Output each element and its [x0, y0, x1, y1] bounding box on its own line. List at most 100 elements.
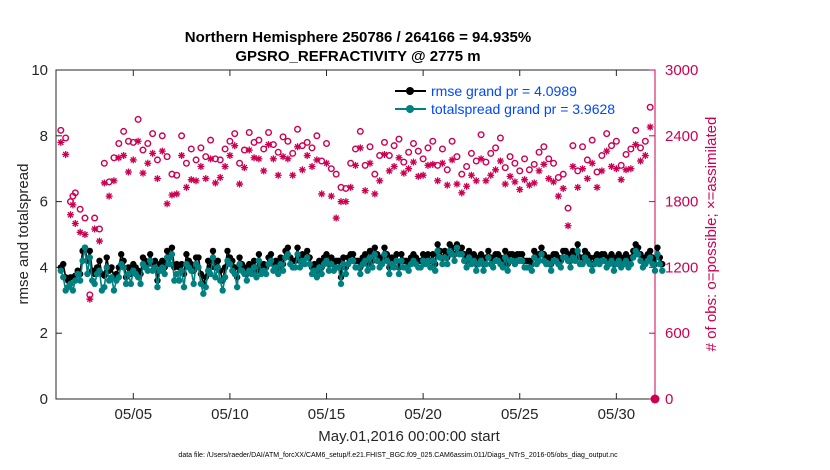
- rmse-point: [465, 247, 473, 255]
- spread-point: [615, 257, 622, 265]
- spread-point: [589, 267, 596, 274]
- obs-possible-point: [81, 214, 89, 222]
- rmse-point: [168, 244, 176, 251]
- obs-assimilated-point: [105, 192, 113, 200]
- x-tick-label: 05/25: [501, 406, 539, 423]
- obs-assimilated-point: [448, 156, 456, 164]
- obs-assimilated-point: [356, 144, 364, 152]
- obs-possible-point: [424, 144, 432, 152]
- rmse-point: [96, 257, 103, 265]
- obs-possible-point: [458, 170, 466, 178]
- obs-possible-point: [385, 152, 393, 160]
- spread-point: [465, 254, 473, 261]
- spread-point: [489, 264, 497, 271]
- y2-zero-dot: [650, 394, 660, 404]
- spread-point: [424, 257, 432, 265]
- obs-possible-point: [221, 145, 229, 153]
- obs-assimilated-point: [62, 150, 70, 158]
- legend: rmse grand pr = 4.0989 totalspread grand…: [395, 83, 615, 117]
- obs-possible-point: [511, 159, 519, 167]
- obs-assimilated-point: [405, 165, 413, 173]
- spread-point: [241, 270, 248, 278]
- spread-point: [448, 251, 456, 258]
- obs-possible-point: [617, 161, 625, 169]
- obs-possible-point: [400, 158, 408, 166]
- spread-point: [439, 260, 446, 268]
- obs-possible-point: [255, 136, 263, 144]
- obs-assimilated-point: [579, 165, 587, 173]
- spread-point: [610, 267, 618, 274]
- rmse-point: [393, 251, 400, 258]
- obs-assimilated-point: [554, 192, 562, 200]
- obs-assimilated-point: [202, 175, 210, 183]
- spread-point: [622, 257, 630, 265]
- obs-assimilated-point: [496, 157, 504, 165]
- rmse-point: [654, 244, 661, 251]
- obs-assimilated-point: [550, 178, 558, 186]
- obs-assimilated-point: [521, 176, 529, 184]
- series-lines: [57, 241, 666, 297]
- obs-possible-point: [380, 138, 388, 146]
- rmse-point: [224, 247, 231, 255]
- spread-point: [374, 257, 381, 265]
- obs-possible-point: [274, 148, 282, 156]
- spread-point: [504, 267, 511, 274]
- spread-point: [369, 264, 376, 271]
- spread-point: [200, 290, 207, 297]
- spread-point: [364, 267, 371, 274]
- spread-point: [197, 280, 205, 288]
- spread-point: [284, 251, 292, 258]
- obs-assimilated-point: [366, 159, 374, 167]
- obs-possible-point: [463, 163, 471, 171]
- obs-assimilated-point: [434, 177, 442, 185]
- spread-point: [175, 277, 183, 284]
- spread-point: [163, 254, 171, 261]
- axis-ticks: [56, 69, 656, 400]
- y-tick-label: 0: [40, 391, 48, 408]
- spread-point: [253, 274, 260, 281]
- obs-possible-point: [134, 115, 142, 123]
- obs-possible-point: [245, 129, 253, 137]
- obs-possible-point: [530, 160, 538, 168]
- x-tick-label: 05/10: [211, 406, 249, 423]
- y-axis-label: rmse and totalspread: [15, 164, 32, 305]
- obs-possible-point: [405, 148, 413, 156]
- obs-assimilated-point: [598, 167, 606, 175]
- obs-assimilated-point: [409, 158, 417, 166]
- spread-point: [166, 260, 173, 268]
- spread-point: [69, 287, 77, 294]
- obs-possible-point: [371, 170, 379, 178]
- rmse-point: [316, 257, 323, 265]
- obs-assimilated-point: [313, 156, 321, 164]
- obs-assimilated-point: [603, 147, 611, 155]
- spread-point: [434, 247, 441, 255]
- x-tick-label: 05/15: [308, 406, 346, 423]
- obs-possible-point: [139, 146, 147, 154]
- spread-point: [637, 257, 644, 265]
- obs-possible-point: [182, 159, 190, 167]
- rmse-point: [328, 254, 335, 261]
- obs-possible-point: [197, 144, 205, 152]
- spread-point: [477, 257, 485, 265]
- spread-point: [366, 254, 374, 261]
- spread-point: [337, 280, 345, 288]
- spread-point: [243, 277, 251, 284]
- spread-point: [427, 264, 434, 271]
- obs-assimilated-point: [429, 160, 437, 168]
- obs-assimilated-point: [240, 164, 248, 172]
- obs-assimilated-point: [380, 150, 388, 158]
- obs-assimilated-point: [274, 171, 282, 179]
- obs-assimilated-point: [250, 154, 258, 162]
- spread-point: [482, 260, 490, 268]
- obs-assimilated-point: [115, 154, 123, 162]
- y-tick-label: 4: [40, 259, 48, 276]
- obs-assimilated-point: [622, 166, 630, 174]
- obs-assimilated-point: [516, 186, 524, 194]
- spread-point: [480, 267, 487, 274]
- obs-possible-point: [535, 148, 543, 156]
- obs-assimilated-point: [467, 171, 475, 179]
- spread-point: [275, 270, 282, 278]
- obs-possible-point: [279, 133, 287, 141]
- spread-point: [579, 260, 586, 268]
- obs-assimilated-point: [327, 192, 335, 200]
